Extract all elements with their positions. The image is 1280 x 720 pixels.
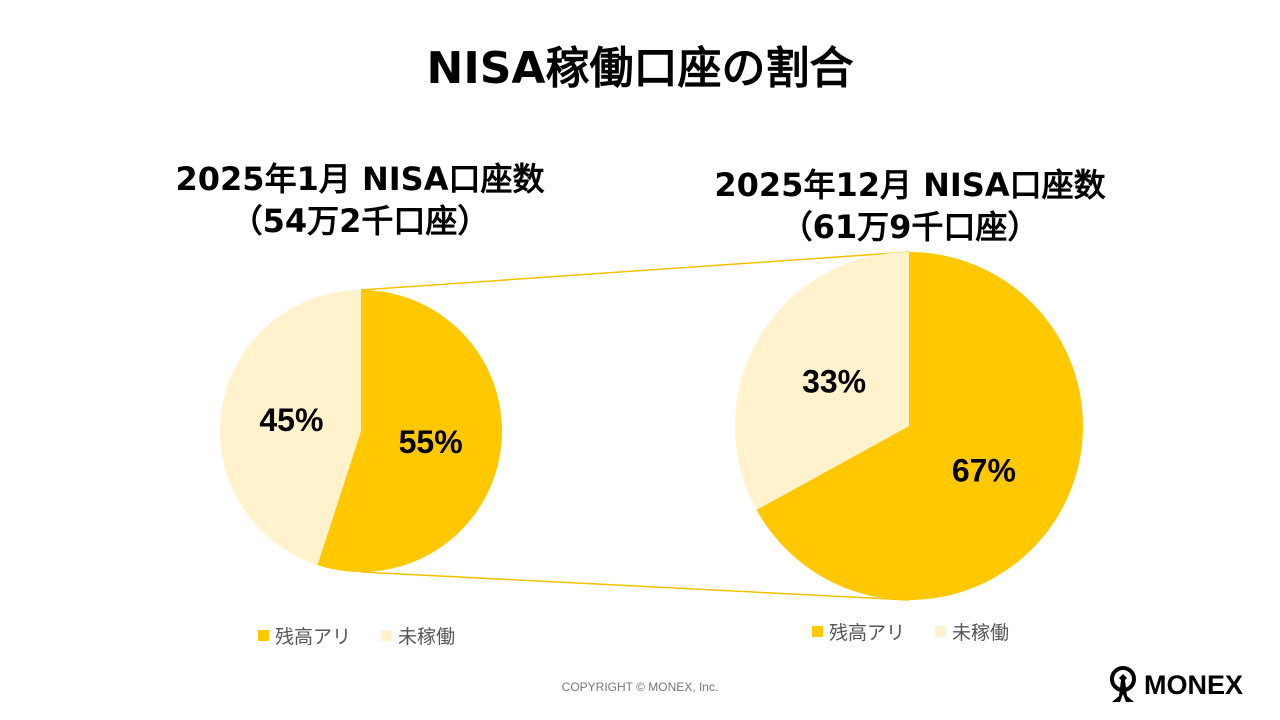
monex-logo-text: MONEX [1144, 669, 1244, 700]
connector-line-bottom [360, 571, 910, 601]
slice-label: 55% [399, 424, 463, 460]
pie-slice [735, 252, 909, 510]
monex-logo-icon [1110, 666, 1136, 702]
chart2-title-line1: 2025年12月 NISA口座数 [714, 166, 1106, 204]
legend-label: 残高アリ [275, 626, 352, 648]
legend-swatch-active [258, 630, 269, 641]
legend-label: 残高アリ [829, 622, 906, 644]
legend-label: 未稼働 [952, 622, 1010, 644]
slice-label: 45% [259, 402, 323, 438]
monex-logo: MONEX [1108, 666, 1243, 704]
slice-label: 33% [802, 364, 866, 400]
legend-label: 未稼働 [398, 626, 456, 648]
chart1-title-line1: 2025年1月 NISA口座数 [175, 160, 545, 198]
pie-slice [219, 290, 361, 566]
page-title: NISA稼働口座の割合 [426, 43, 854, 94]
legend-swatch-inactive [381, 630, 393, 641]
copyright: COPYRIGHT © MONEX, Inc. [561, 680, 719, 694]
chart1-legend: 残高アリ 未稼働 [258, 622, 455, 649]
pie-slice [317, 290, 502, 572]
connector-line-top [360, 251, 910, 291]
pie-slice [756, 252, 1084, 601]
chart2-title-line2: （61万9千口座） [780, 208, 1040, 246]
chart2-legend: 残高アリ 未稼働 [812, 618, 1009, 645]
legend-swatch-inactive [935, 626, 947, 637]
chart1-title: 2025年1月 NISA口座数 （54万2千口座） [130, 158, 590, 242]
slice-label: 67% [952, 452, 1016, 488]
legend-swatch-active [812, 626, 823, 637]
chart2-title: 2025年12月 NISA口座数 （61万9千口座） [660, 164, 1160, 248]
chart1-title-line2: （54万2千口座） [230, 202, 490, 240]
